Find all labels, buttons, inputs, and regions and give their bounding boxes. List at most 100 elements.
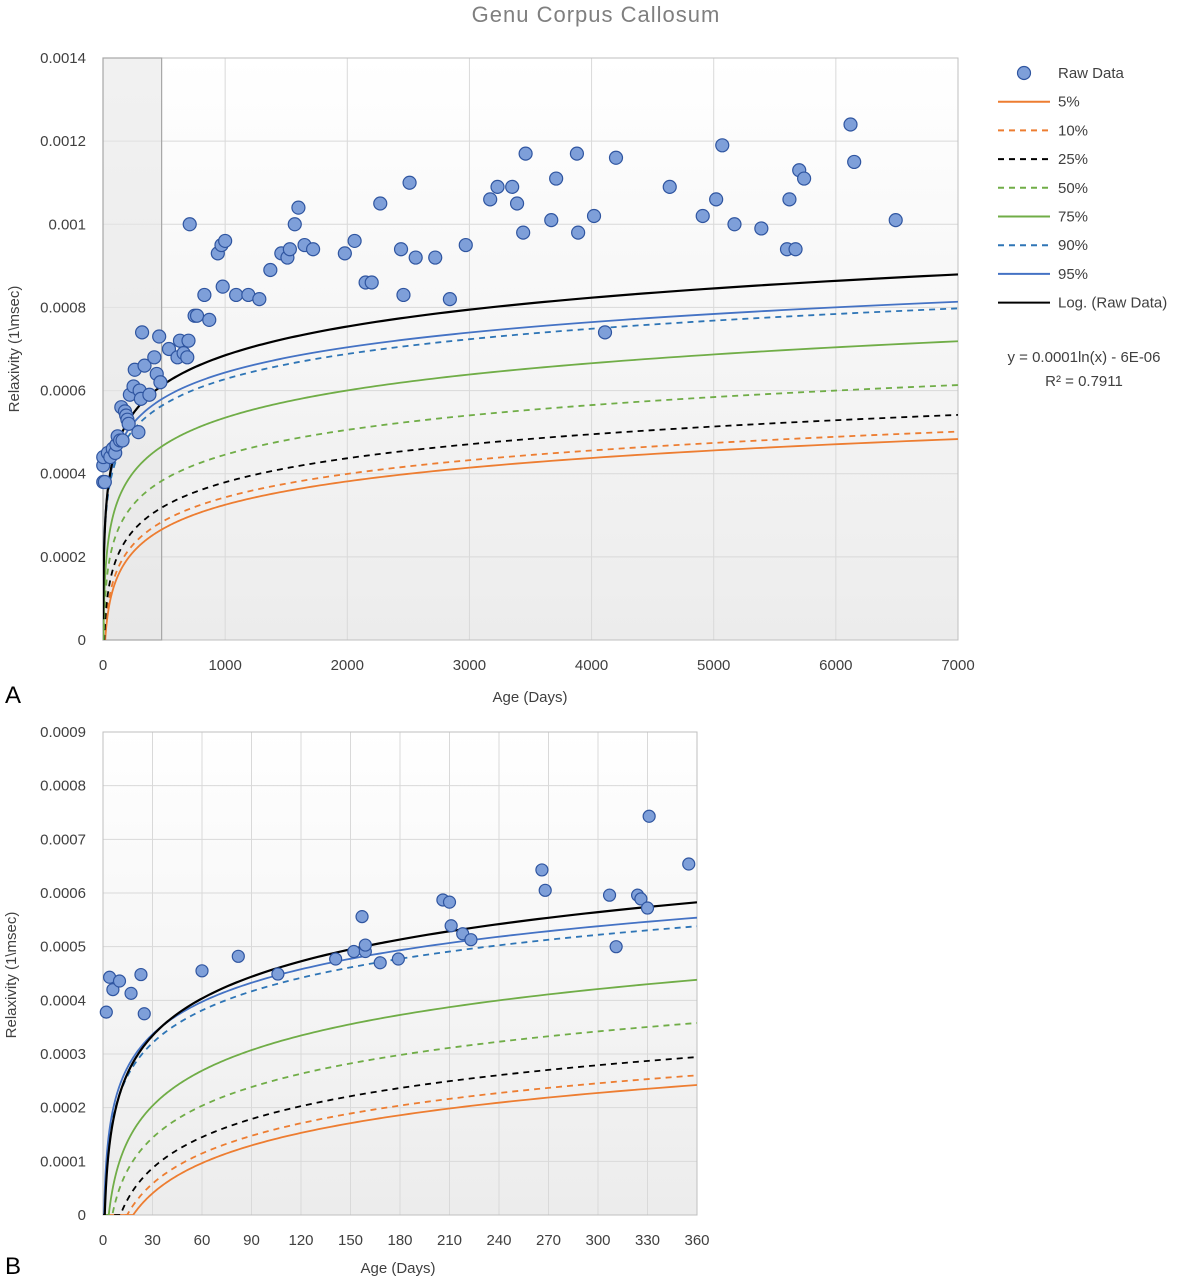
y-tick-label: 0.0009 (40, 724, 86, 741)
panel-b-raw-data-points (99, 809, 696, 1021)
data-point (99, 1005, 113, 1019)
x-tick-label: 240 (486, 1232, 511, 1249)
y-tick-label: 0.0002 (40, 1100, 86, 1117)
data-point (152, 329, 167, 344)
y-tick-label: 0 (78, 632, 86, 649)
legend-marker-raw-data (1016, 65, 1032, 81)
y-tick-label: 0.0008 (40, 299, 86, 316)
x-tick-label: 120 (288, 1232, 313, 1249)
data-point (571, 225, 586, 240)
data-point (291, 200, 306, 215)
x-tick-label: 5000 (697, 657, 730, 674)
legend-label-75: 75% (1058, 209, 1088, 226)
data-point (444, 919, 458, 933)
data-point (347, 233, 362, 249)
y-tick-label: 0.0004 (40, 466, 86, 483)
data-point (393, 242, 409, 257)
data-point (843, 117, 858, 132)
y-tick-label: 0.0002 (40, 549, 86, 566)
data-point (137, 1007, 151, 1021)
y-tick-label: 0.0004 (40, 992, 86, 1009)
curve-25 (103, 1056, 697, 1215)
data-point (142, 387, 157, 402)
x-tick-label: 30 (144, 1232, 161, 1249)
x-tick-label: 7000 (941, 657, 974, 674)
x-tick-label: 2000 (331, 657, 364, 674)
data-point (509, 196, 525, 211)
panel-a-plot-area (103, 58, 958, 640)
panel-a-gridlines (102, 57, 959, 641)
panel-b-x-tick-labels: 0 30 60 90 120 150 180 210 240 270 300 330 360 (99, 1232, 710, 1249)
data-point (161, 341, 177, 357)
data-point (347, 944, 361, 959)
x-tick-label: 180 (387, 1232, 412, 1249)
data-point (662, 179, 677, 194)
data-point (602, 888, 617, 902)
legend-label-raw-data: Raw Data (1058, 65, 1125, 82)
data-point (373, 956, 387, 970)
data-point (569, 146, 585, 161)
panel-b-plot: 0 30 60 90 120 150 180 210 240 270 300 330 360 0 0.00… (3, 724, 710, 1280)
curve-10 (103, 430, 958, 640)
y-tick-label: 0.0007 (40, 831, 86, 848)
data-point (287, 217, 302, 232)
data-point (134, 967, 148, 982)
curve-5 (103, 1084, 697, 1215)
panel-a-plot: 0 1000 2000 3000 4000 5000 6000 7000 0 0.0002 0.0… (5, 50, 975, 709)
data-point (538, 883, 552, 897)
data-point (329, 952, 343, 966)
legend-label-95: 95% (1058, 266, 1088, 283)
data-point (131, 425, 146, 440)
data-point (115, 433, 130, 448)
panel-b-x-axis-label: Age (Days) (360, 1260, 435, 1277)
panel-a-raw-data-points (96, 117, 903, 490)
x-tick-label: 60 (194, 1232, 211, 1249)
panel-a-y-tick-labels: 0 0.0002 0.0004 0.0006 0.0008 0.001 0.0012 0.00… (40, 50, 86, 649)
data-point (549, 171, 564, 186)
data-point (153, 375, 168, 390)
data-point (428, 250, 443, 265)
data-point (202, 312, 217, 327)
x-tick-label: 270 (536, 1232, 561, 1249)
x-tick-label: 300 (585, 1232, 610, 1249)
legend-label-log-raw-data: Log. (Raw Data) (1058, 295, 1167, 312)
data-point (847, 154, 862, 170)
data-point (634, 892, 648, 906)
data-point (231, 949, 245, 963)
data-point (408, 250, 423, 265)
curve-log-raw-data (103, 901, 697, 1215)
legend-label-50: 50% (1058, 180, 1088, 197)
panel-b-gridlines (102, 731, 698, 1216)
data-point (608, 150, 624, 165)
data-point (518, 146, 533, 161)
curve-75 (103, 978, 697, 1215)
x-tick-label: 3000 (453, 657, 486, 674)
y-tick-label: 0.0003 (40, 1046, 86, 1063)
data-point (782, 192, 797, 207)
data-point (112, 974, 127, 988)
data-point (754, 221, 769, 236)
data-point (682, 857, 696, 871)
data-point (373, 196, 388, 211)
data-point (715, 138, 730, 153)
data-point (195, 964, 209, 978)
curve-10 (103, 1074, 697, 1215)
data-point (396, 287, 411, 303)
legend-label-90: 90% (1058, 237, 1088, 254)
data-point (181, 333, 196, 348)
x-tick-label: 210 (437, 1232, 462, 1249)
y-tick-label: 0.0008 (40, 778, 86, 795)
data-point (218, 233, 233, 249)
data-point (695, 208, 710, 224)
trendline-r-squared: R² = 0.7911 (1045, 373, 1123, 390)
data-point (788, 242, 803, 257)
y-tick-label: 0.0001 (40, 1153, 86, 1170)
trendline-equation: y = 0.0001ln(x) - 6E-06 (1008, 349, 1161, 366)
y-tick-label: 0 (78, 1207, 86, 1224)
plot-frame (102, 731, 698, 1216)
x-tick-label: 150 (338, 1232, 363, 1249)
data-point (215, 279, 230, 294)
data-point (134, 325, 150, 340)
data-point (305, 242, 321, 257)
